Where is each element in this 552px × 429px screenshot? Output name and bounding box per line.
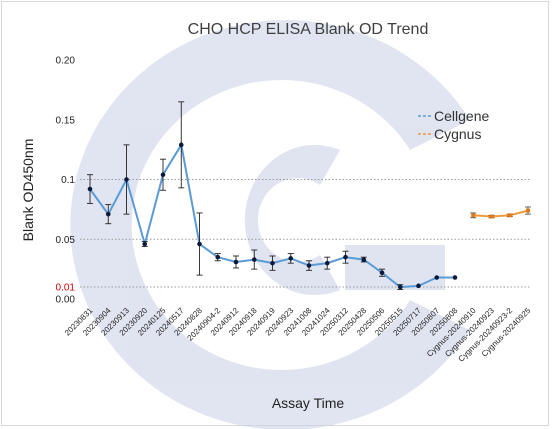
legend: Cellgene Cygnus (418, 108, 489, 142)
data-point (87, 186, 93, 192)
legend-cygnus-label: Cygnus (434, 126, 481, 142)
legend-cellgene-label: Cellgene (434, 108, 489, 124)
data-point (452, 275, 458, 280)
y-tick-label: 0.05 (56, 235, 76, 246)
data-point (306, 263, 312, 268)
y-tick-label: 0.15 (56, 115, 76, 126)
chart-title: CHO HCP ELISA Blank OD Trend (188, 21, 429, 38)
y-tick-label: 0.20 (56, 56, 76, 67)
data-point (324, 260, 330, 266)
data-point (416, 283, 421, 289)
y-axis: 0.000.01 0.05 0.1 0.15 0.20 (56, 56, 76, 306)
data-point (251, 257, 257, 262)
data-point (361, 257, 367, 262)
series-line (473, 209, 529, 218)
data-point (142, 241, 148, 247)
x-axis-title: Assay Time (272, 395, 345, 411)
series-cygnus (470, 206, 531, 219)
y-tick-label: 0.1 (61, 175, 75, 186)
data-point (434, 275, 440, 280)
data-point (233, 259, 239, 265)
data-point (124, 177, 129, 182)
watermark-logo (70, 20, 470, 429)
y-tick-label: 0.00 (56, 295, 76, 306)
data-point (160, 172, 166, 178)
y-axis-title: Blank OD450nm (20, 139, 36, 242)
data-point (178, 142, 184, 148)
reference-lines (80, 179, 530, 288)
data-point (397, 284, 403, 290)
data-point (379, 270, 385, 276)
data-point (197, 241, 202, 247)
data-point (288, 256, 294, 261)
data-point (270, 260, 275, 266)
data-point (507, 213, 512, 218)
series-layer (87, 101, 531, 290)
data-point (105, 211, 111, 217)
data-point (489, 214, 494, 219)
data-point (215, 254, 221, 260)
data-point (526, 208, 530, 213)
y-tick-label: 0.01 (56, 283, 76, 294)
data-point (343, 254, 348, 260)
series-cellgene (87, 101, 458, 290)
data-point (471, 213, 476, 218)
